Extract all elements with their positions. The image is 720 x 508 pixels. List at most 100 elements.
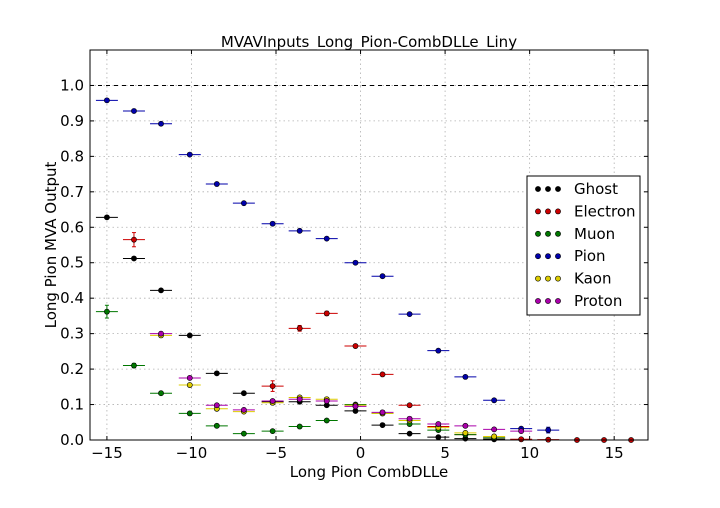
data-point (269, 398, 276, 404)
legend-label: Electron (574, 202, 636, 220)
legend-marker (535, 230, 541, 237)
y-tick-label: 0.2 (60, 360, 84, 378)
data-point (296, 227, 303, 234)
data-point (158, 390, 164, 397)
legend-entry-kaon: Kaon (535, 270, 611, 288)
x-axis-label: Long Pion CombDLLe (290, 463, 448, 481)
legend-marker (555, 298, 561, 304)
data-point (186, 410, 193, 417)
data-point (104, 97, 110, 104)
data-point (491, 426, 498, 433)
y-tick-label: 0.6 (60, 218, 84, 236)
data-point (213, 181, 220, 187)
data-point (296, 423, 303, 430)
y-axis-label: Long Pion MVA Output (42, 161, 60, 328)
legend-entry-ghost: Ghost (535, 180, 618, 198)
data-point (435, 421, 442, 427)
legend-marker (535, 298, 541, 304)
legend-marker (555, 186, 561, 192)
series-layer (95, 97, 643, 443)
data-point (240, 390, 247, 397)
data-point (406, 402, 413, 409)
legend-label: Ghost (574, 180, 618, 198)
legend-marker (535, 208, 541, 215)
legend: Ghost Electron Muon Pion Kaon Proton (526, 175, 641, 316)
data-point (323, 398, 330, 404)
data-point (352, 259, 359, 266)
data-point (352, 343, 359, 349)
legend-marker (535, 253, 541, 260)
data-point (186, 375, 193, 381)
data-point (296, 325, 303, 332)
data-point (158, 120, 164, 127)
data-point (435, 434, 442, 441)
y-tick-label: 0.8 (60, 147, 84, 165)
data-point (186, 382, 193, 388)
legend-entry-muon: Muon (535, 225, 615, 243)
data-point (323, 235, 330, 242)
y-tick-label: 0.3 (60, 325, 84, 343)
data-point (462, 373, 469, 380)
data-point (491, 397, 498, 404)
data-point (435, 347, 442, 354)
legend-box (526, 175, 641, 316)
y-tick-label: 0.5 (60, 254, 84, 272)
data-point (462, 422, 469, 429)
legend-marker (555, 230, 561, 237)
data-point (269, 383, 276, 390)
data-point (296, 396, 303, 403)
legend-marker (545, 253, 551, 260)
y-tick-label: 0.1 (60, 396, 84, 414)
plot-frame (89, 49, 649, 441)
x-tick-label: 15 (605, 444, 624, 462)
legend-entry-proton: Proton (535, 292, 622, 310)
data-point (406, 311, 413, 318)
data-point (104, 308, 110, 315)
chart-title: MVAVInputs_Long_Pion-CombDLLe_Liny (221, 33, 517, 52)
data-point (158, 330, 164, 337)
legend-marker (545, 298, 551, 304)
data-point (213, 402, 220, 409)
data-point (131, 108, 137, 114)
legend-marker (555, 253, 561, 260)
data-point (406, 430, 413, 437)
legend-marker (545, 186, 551, 192)
x-tick-label: −5 (265, 444, 287, 462)
data-point (213, 422, 220, 429)
x-tick-label: −15 (91, 444, 123, 462)
data-point (518, 436, 525, 443)
legend-entry-pion: Pion (535, 247, 606, 265)
data-point (323, 417, 330, 424)
data-point (491, 433, 498, 440)
data-point (240, 430, 247, 437)
x-tick-label: 0 (356, 444, 366, 462)
data-point (240, 200, 247, 207)
data-point (240, 406, 247, 413)
legend-entry-electron: Electron (535, 202, 636, 220)
legend-marker (535, 275, 541, 282)
data-point (379, 273, 386, 280)
legend-marker (545, 208, 551, 215)
data-point (379, 371, 386, 378)
y-tick-label: 0.9 (60, 112, 84, 130)
data-point (269, 428, 276, 435)
y-tick-label: 0.0 (60, 431, 84, 449)
data-point (104, 214, 110, 221)
axis-ticks: −15 −10 −5 0 5 10 15 0.0 0.1 0.2 0.3 0.4 0.5 0.6 0.7 0.… (60, 50, 648, 462)
x-tick-label: 10 (520, 444, 539, 462)
series-proton (150, 330, 533, 435)
data-point (131, 362, 137, 369)
data-point (269, 220, 276, 227)
legend-marker (535, 186, 541, 192)
data-point (352, 403, 359, 410)
data-point (186, 332, 193, 339)
legend-marker (545, 275, 551, 282)
data-point (158, 287, 164, 294)
legend-label: Pion (574, 247, 606, 265)
legend-marker (545, 230, 551, 237)
legend-marker (555, 275, 561, 282)
legend-label: Proton (574, 292, 622, 310)
legend-label: Muon (574, 225, 615, 243)
data-point (462, 430, 469, 436)
